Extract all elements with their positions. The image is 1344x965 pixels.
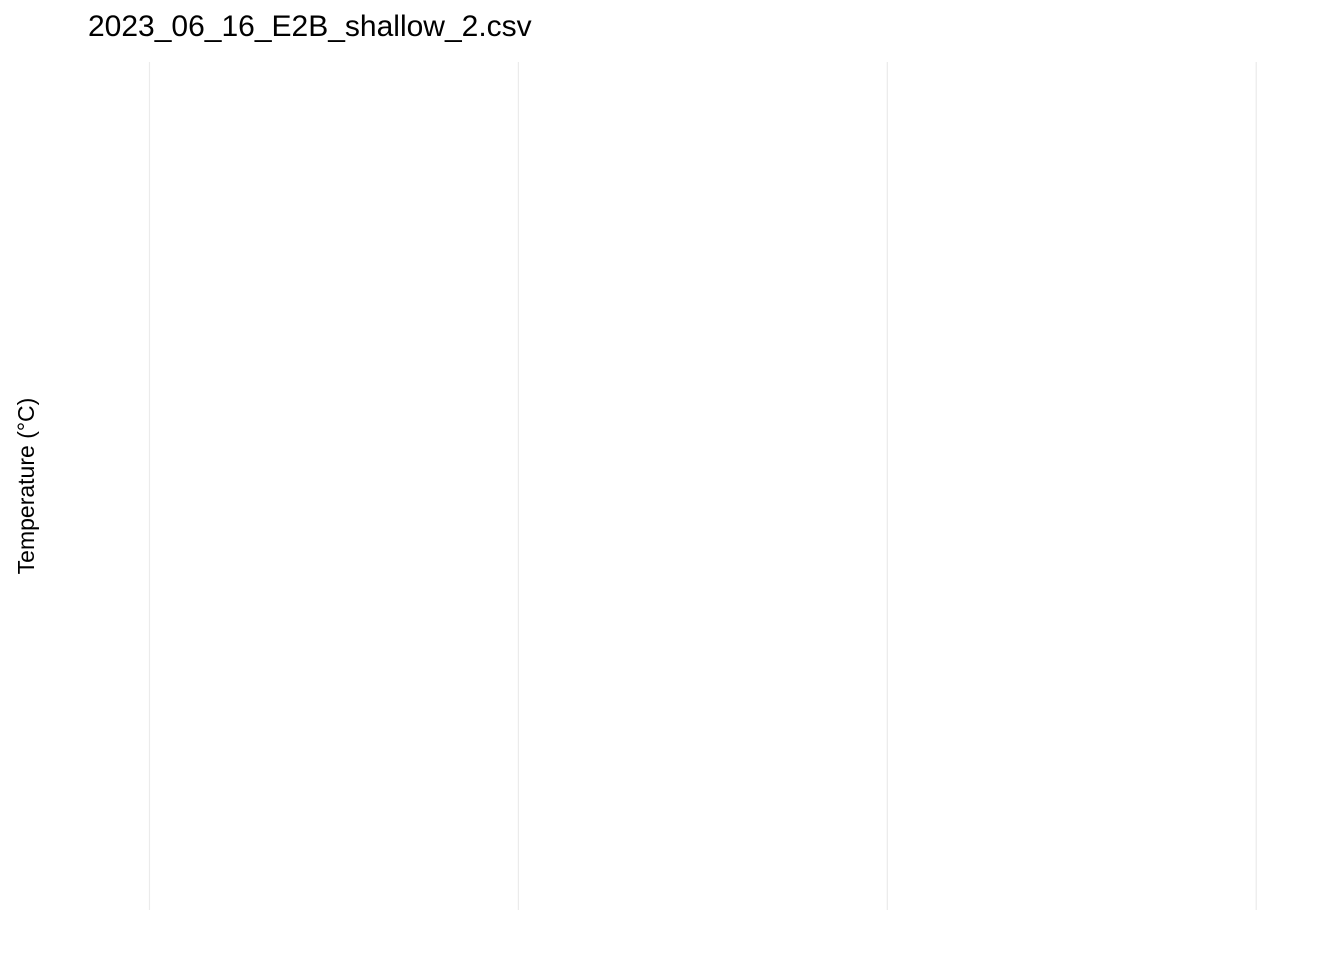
y-axis-title: Temperature (°C) bbox=[13, 398, 39, 575]
chart-title: 2023_06_16_E2B_shallow_2.csv bbox=[88, 10, 532, 43]
